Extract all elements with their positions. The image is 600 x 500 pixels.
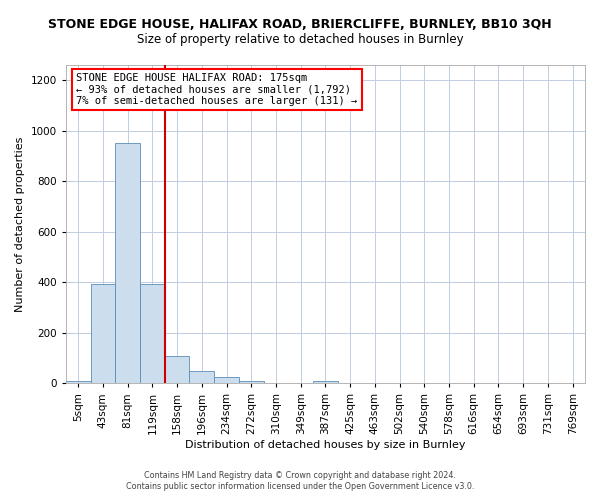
Bar (165, 356, 190, 384)
Bar (91, 284, 115, 384)
Text: Size of property relative to detached houses in Burnley: Size of property relative to detached ho… (137, 32, 463, 46)
Bar (214, 377, 239, 384)
Bar (66, 382, 91, 384)
Bar (115, 144, 140, 384)
Bar (239, 382, 263, 384)
Bar (313, 382, 338, 384)
Text: Contains public sector information licensed under the Open Government Licence v3: Contains public sector information licen… (126, 482, 474, 491)
Text: STONE EDGE HOUSE HALIFAX ROAD: 175sqm
← 93% of detached houses are smaller (1,79: STONE EDGE HOUSE HALIFAX ROAD: 175sqm ← … (76, 73, 358, 106)
Text: Contains HM Land Registry data © Crown copyright and database right 2024.: Contains HM Land Registry data © Crown c… (144, 471, 456, 480)
X-axis label: Distribution of detached houses by size in Burnley: Distribution of detached houses by size … (185, 440, 466, 450)
Text: STONE EDGE HOUSE, HALIFAX ROAD, BRIERCLIFFE, BURNLEY, BB10 3QH: STONE EDGE HOUSE, HALIFAX ROAD, BRIERCLI… (48, 18, 552, 30)
Bar (190, 370, 214, 384)
Y-axis label: Number of detached properties: Number of detached properties (15, 136, 25, 312)
Bar (140, 284, 165, 384)
